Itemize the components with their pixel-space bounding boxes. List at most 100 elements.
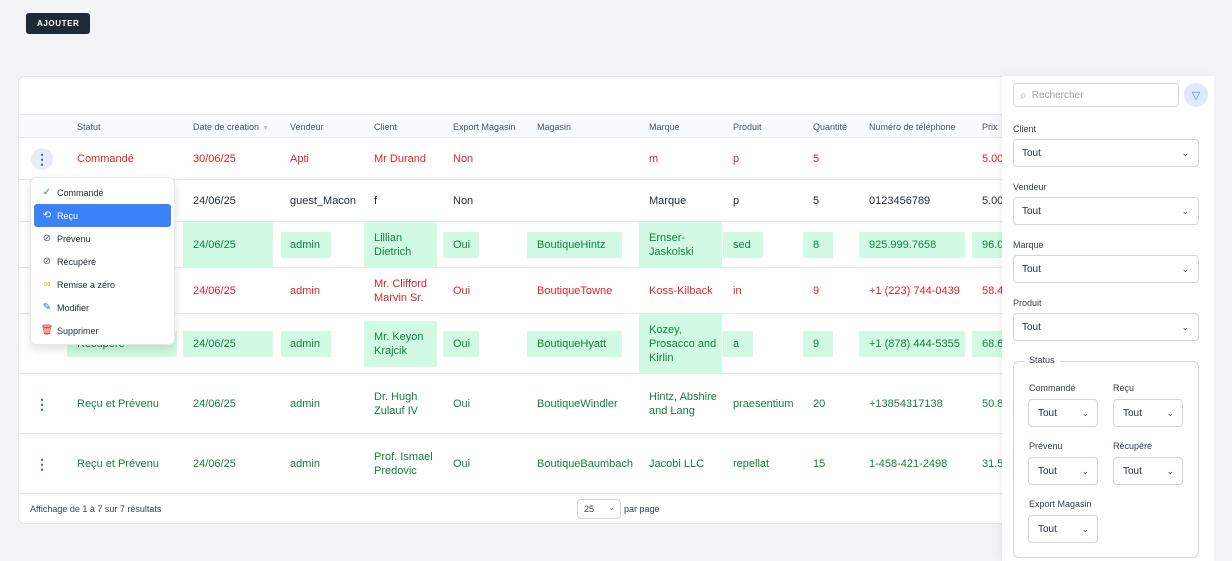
cell-date: 24/06/25 — [193, 285, 236, 297]
table-row: 24/06/25 admin Lillian Dietrich Oui Bout… — [19, 222, 1019, 268]
menu-item-supprimer[interactable]: 🗑 Supprimer — [40, 325, 99, 336]
results-summary: Affichage de 1 à 7 sur 7 résultats — [30, 504, 162, 514]
cell-quantite: 5 — [813, 195, 820, 207]
chevron-down-icon: ⌄ — [1181, 322, 1189, 332]
cell-quantite: 15 — [813, 458, 826, 470]
cell-client: Prof. Ismael Predovic — [374, 451, 433, 477]
cell-produit: praesentium — [733, 398, 794, 410]
cell-status: Commandé — [77, 153, 134, 165]
col-telephone[interactable]: Numéro de téléphone — [869, 122, 956, 132]
cell-marque: Kozey, Prosacco and Kirlin — [639, 314, 722, 374]
cell-date: 30/06/25 — [193, 153, 236, 165]
cell-produit: p — [733, 195, 740, 207]
search-input[interactable]: ⌕ Rechercher — [1013, 83, 1179, 107]
cell-telephone: 0123456789 — [869, 195, 931, 207]
col-statut[interactable]: Statut — [77, 122, 101, 132]
check-icon: ✓ — [42, 187, 52, 198]
ban-icon: ⊘ — [42, 233, 52, 244]
produit-filter-select[interactable]: Tout ⌄ — [1013, 313, 1199, 341]
recupere-filter-label: Récupéré — [1113, 441, 1153, 451]
client-filter-label: Client — [1013, 124, 1037, 134]
cell-magasin: BoutiqueHyatt — [527, 331, 622, 357]
cell-export: Oui — [443, 331, 479, 357]
cell-export: Oui — [453, 398, 471, 410]
cell-magasin: BoutiqueTowne — [537, 285, 613, 297]
chevron-down-icon: ⌄ — [1181, 264, 1189, 274]
table-row: 24/06/25 admin Mr. Clifford Marvin Sr. O… — [19, 268, 1019, 314]
col-export[interactable]: Export Magasin — [453, 122, 516, 132]
col-produit[interactable]: Produit — [733, 122, 762, 132]
cell-marque: m — [649, 153, 659, 165]
chevron-down-icon: ⌄ — [1181, 148, 1189, 158]
row-menu-button[interactable]: ⋮ — [31, 148, 53, 170]
table-row: ⋮ Commandé 30/06/25 Apti Mr Durand Non m… — [19, 138, 1019, 180]
reset-icon: ∞ — [43, 279, 51, 290]
row-action-menu: ✓ Commandé ⟲ Reçu ⊘ Prévenu ⊘ Récupéré ∞ Remi… — [30, 177, 175, 345]
recu-filter-select[interactable]: Tout ⌄ — [1113, 399, 1183, 427]
cell-telephone: +13854317138 — [869, 398, 943, 410]
export-filter-select[interactable]: Tout ⌄ — [1028, 515, 1098, 543]
cell-prix: 31.5 — [982, 458, 1004, 470]
prevenu-filter-select[interactable]: Tout ⌄ — [1028, 457, 1098, 485]
recu-filter-label: Reçu — [1113, 383, 1135, 393]
cell-status: Reçu et Prévenu — [77, 458, 159, 470]
col-prix[interactable]: Prix — [982, 122, 998, 132]
chevron-down-icon: ⌄ — [1166, 408, 1174, 418]
cell-quantite: 5 — [813, 153, 820, 165]
menu-item-prevenu[interactable]: ⊘ Prévenu — [34, 227, 171, 250]
search-icon: ⌕ — [1020, 87, 1027, 102]
pencil-icon: ✎ — [42, 302, 52, 313]
table-header: Statut Date de création ▼ Vendeur Client … — [19, 114, 1019, 138]
commande-filter-select[interactable]: Tout ⌄ — [1028, 399, 1098, 427]
col-magasin[interactable]: Magasin — [537, 122, 572, 132]
chevron-down-icon: ⌄ — [1166, 466, 1174, 476]
col-date[interactable]: Date de création ▼ — [193, 122, 269, 132]
row-menu-button[interactable]: ⋮ — [35, 395, 49, 412]
marque-filter-label: Marque — [1013, 240, 1044, 250]
row-menu-button[interactable]: ⋮ — [35, 455, 49, 472]
per-page-label: par page — [624, 504, 660, 514]
col-vendeur[interactable]: Vendeur — [290, 122, 324, 132]
marque-filter-select[interactable]: Tout ⌄ — [1013, 255, 1199, 283]
cell-produit: repellat — [733, 458, 770, 470]
menu-item-modifier[interactable]: ✎ Modifier — [34, 296, 171, 319]
table-row: ⋮ Reçu et Prévenu 24/06/25 admin Prof. I… — [19, 434, 1019, 494]
cell-quantite: 20 — [813, 398, 826, 410]
recupere-filter-select[interactable]: Tout ⌄ — [1113, 457, 1183, 485]
cell-client: f — [374, 195, 378, 207]
cell-vendeur: Apti — [290, 153, 309, 165]
menu-item-recupere[interactable]: ⊘ Récupéré — [34, 250, 171, 273]
cell-prix: 50.8 — [982, 398, 1004, 410]
cell-marque: Jacobi LLC — [649, 458, 705, 470]
col-client[interactable]: Client — [374, 122, 398, 132]
menu-item-recu[interactable]: ⟲ Reçu — [34, 204, 171, 227]
cell-date: 24/06/25 — [193, 195, 236, 207]
cell-vendeur: guest_Macon — [290, 195, 357, 207]
status-legend: Status — [1024, 355, 1060, 365]
table-row: Récupéré 24/06/25 admin Mr. Keyon Krajci… — [19, 314, 1019, 374]
table-row: 24/06/25 guest_Macon f Non Marque p 5 01… — [19, 180, 1019, 222]
cell-produit: in — [733, 285, 742, 297]
col-quantite[interactable]: Quantité — [813, 122, 848, 132]
cell-client: Mr Durand — [374, 153, 426, 165]
cell-produit: p — [733, 153, 740, 165]
cell-client: Lillian Dietrich — [364, 222, 437, 268]
cell-client: Mr. Clifford Marvin Sr. — [374, 278, 427, 304]
menu-item-reset[interactable]: ∞ Remise a zéro — [34, 273, 171, 296]
cell-date: 24/06/25 — [193, 398, 236, 410]
client-filter-select[interactable]: Tout ⌄ — [1013, 139, 1199, 167]
cell-client: Mr. Keyon Krajcik — [364, 321, 437, 367]
add-button[interactable]: AJOUTER — [26, 13, 91, 34]
col-marque[interactable]: Marque — [649, 122, 680, 132]
cell-quantite: 9 — [813, 285, 820, 297]
vendeur-filter-select[interactable]: Tout ⌄ — [1013, 197, 1199, 225]
cell-date: 24/06/25 — [193, 458, 236, 470]
cell-vendeur: admin — [281, 331, 331, 357]
filter-panel: ⌕ Rechercher ▽ Client Tout ⌄ Vendeur Tout ⌄… — [1002, 76, 1214, 561]
per-page-select[interactable]: 25 ⌄ — [577, 499, 621, 519]
menu-item-commande[interactable]: ✓ Commandé — [34, 181, 171, 204]
cell-client: Dr. Hugh Zulauf IV — [374, 391, 419, 417]
cell-vendeur: admin — [290, 398, 320, 410]
cell-date: 24/06/25 — [183, 222, 273, 268]
filter-toggle-button[interactable]: ▽ — [1184, 83, 1208, 107]
